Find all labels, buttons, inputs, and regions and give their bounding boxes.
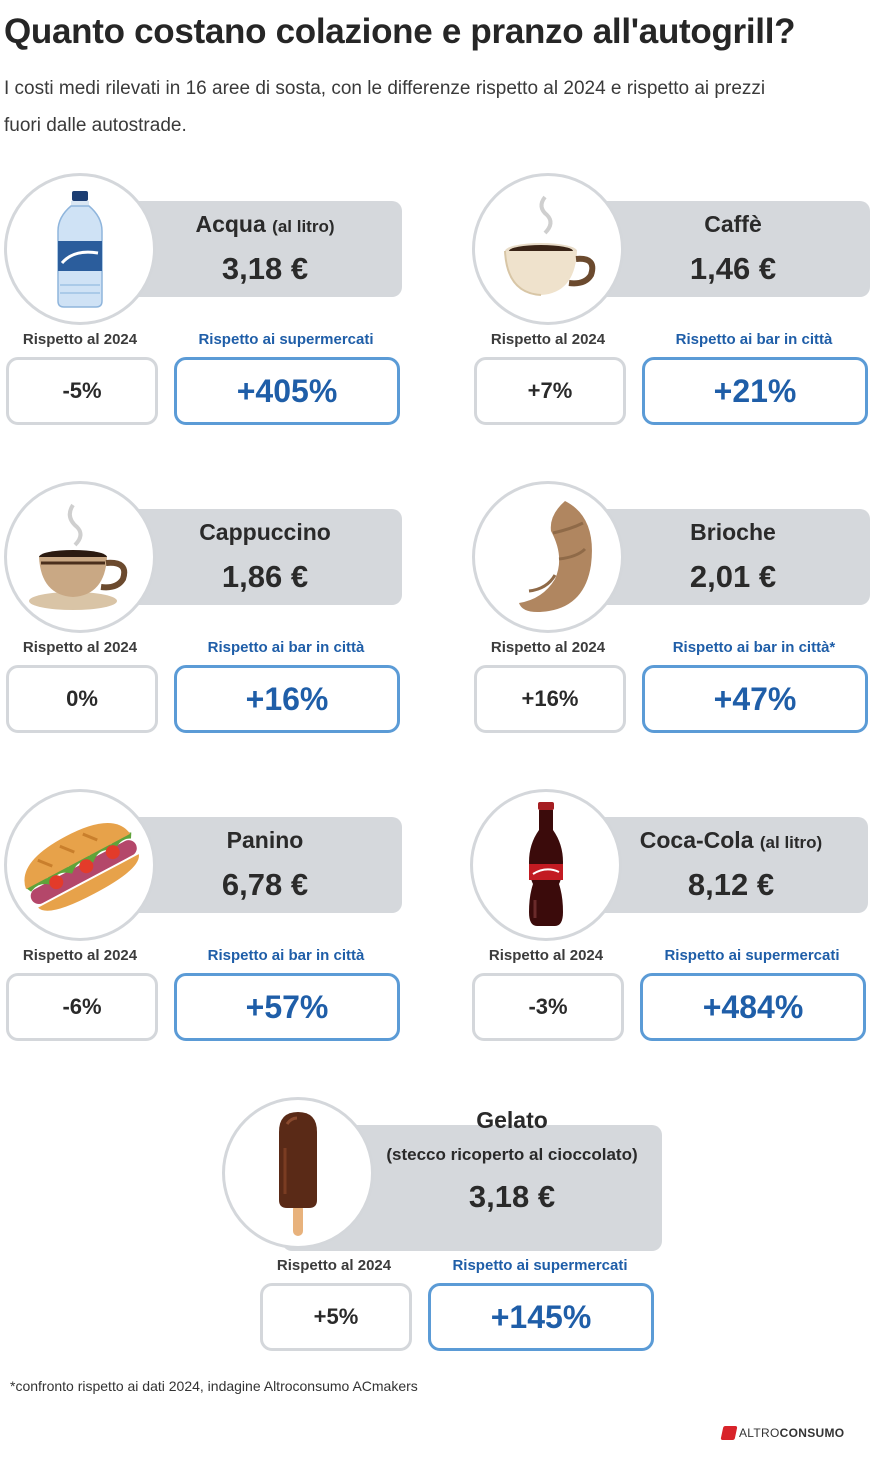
item-name: Panino	[226, 827, 304, 853]
comparison-value: +21%	[642, 357, 868, 425]
water-bottle-icon	[57, 191, 103, 308]
item-image-circle	[4, 173, 156, 325]
item-name: Gelato	[476, 1107, 548, 1133]
logo-text-light: ALTRO	[739, 1426, 780, 1440]
item-name: Acqua (al litro)	[195, 211, 335, 237]
change-2024-value: +16%	[474, 665, 626, 733]
item-image-circle	[470, 789, 622, 941]
change-2024-label: Rispetto al 2024	[490, 639, 606, 656]
footnote: *confronto rispetto ai dati 2024, indagi…	[10, 1378, 418, 1394]
espresso-cup-icon	[504, 195, 596, 296]
comparison-label: Rispetto ai supermercati	[664, 947, 840, 964]
item-name: Caffè	[704, 211, 762, 237]
item-image-circle	[472, 173, 624, 325]
comparison-label: Rispetto ai bar in città	[675, 331, 833, 348]
comparison-value: +16%	[174, 665, 400, 733]
change-2024-value: -3%	[472, 973, 624, 1041]
change-2024-value: -5%	[6, 357, 158, 425]
item-name: Brioche	[690, 519, 776, 545]
item-card-caffe: Caffè 1,46 € Rispetto al 2024 Rispetto a…	[472, 173, 870, 433]
item-card-coca-cola: Coca-Cola (al litro) 8,12 € Rispetto al …	[470, 789, 868, 1049]
item-price: 8,12 €	[687, 867, 775, 902]
item-unit: (stecco ricoperto al cioccolato)	[386, 1145, 638, 1164]
item-card-panino: Panino 6,78 € Rispetto al 2024 Rispetto …	[4, 789, 402, 1049]
comparison-value: +405%	[174, 357, 400, 425]
item-image-circle	[222, 1097, 374, 1249]
comparison-label: Rispetto ai bar in città	[207, 639, 365, 656]
logo-text-bold: CONSUMO	[779, 1426, 845, 1440]
item-image-circle	[472, 481, 624, 633]
item-card-gelato: Gelato (stecco ricoperto al cioccolato) …	[222, 1097, 662, 1357]
item-card-cappuccino: Cappuccino 1,86 € Rispetto al 2024 Rispe…	[4, 481, 402, 741]
item-image-circle	[4, 789, 156, 941]
item-price: 6,78 €	[221, 867, 309, 902]
change-2024-label: Rispetto al 2024	[276, 1257, 392, 1274]
change-2024-label: Rispetto al 2024	[490, 331, 606, 348]
item-price: 1,46 €	[689, 251, 777, 286]
page-title: Quanto costano colazione e pranzo all'au…	[4, 12, 796, 51]
item-card-brioche: Brioche 2,01 € Rispetto al 2024 Rispetto…	[472, 481, 870, 741]
comparison-value: +47%	[642, 665, 868, 733]
altroconsumo-logo: ALTRO CONSUMO	[720, 1426, 845, 1440]
page-subtitle: I costi medi rilevati in 16 aree di sost…	[4, 78, 766, 136]
item-card-acqua: Acqua (al litro) 3,18 € Rispetto al 2024…	[4, 173, 402, 433]
change-2024-value: +7%	[474, 357, 626, 425]
item-price: 2,01 €	[689, 559, 777, 594]
change-2024-value: -6%	[6, 973, 158, 1041]
cola-bottle-icon	[529, 802, 563, 926]
comparison-value: +57%	[174, 973, 400, 1041]
item-image-circle	[4, 481, 156, 633]
item-name: Cappuccino	[199, 519, 331, 545]
comparison-label: Rispetto ai supermercati	[452, 1257, 628, 1274]
item-name: Coca-Cola (al litro)	[639, 827, 823, 853]
cappuccino-cup-icon	[29, 503, 128, 610]
change-2024-label: Rispetto al 2024	[488, 947, 604, 964]
comparison-value: +145%	[428, 1283, 654, 1351]
brand-mark-icon	[720, 1426, 738, 1440]
change-2024-label: Rispetto al 2024	[22, 331, 138, 348]
change-2024-value: +5%	[260, 1283, 412, 1351]
change-2024-label: Rispetto al 2024	[22, 639, 138, 656]
change-2024-label: Rispetto al 2024	[22, 947, 138, 964]
item-price: 1,86 €	[221, 559, 309, 594]
item-price: 3,18 €	[468, 1179, 556, 1214]
sandwich-icon	[24, 823, 139, 911]
item-price: 3,18 €	[221, 251, 309, 286]
comparison-label: Rispetto ai supermercati	[198, 331, 374, 348]
croissant-icon	[519, 501, 592, 612]
comparison-label: Rispetto ai bar in città*	[672, 639, 836, 656]
comparison-label: Rispetto ai bar in città	[207, 947, 365, 964]
comparison-value: +484%	[640, 973, 866, 1041]
change-2024-value: 0%	[6, 665, 158, 733]
ice-cream-stick-icon	[279, 1112, 317, 1236]
